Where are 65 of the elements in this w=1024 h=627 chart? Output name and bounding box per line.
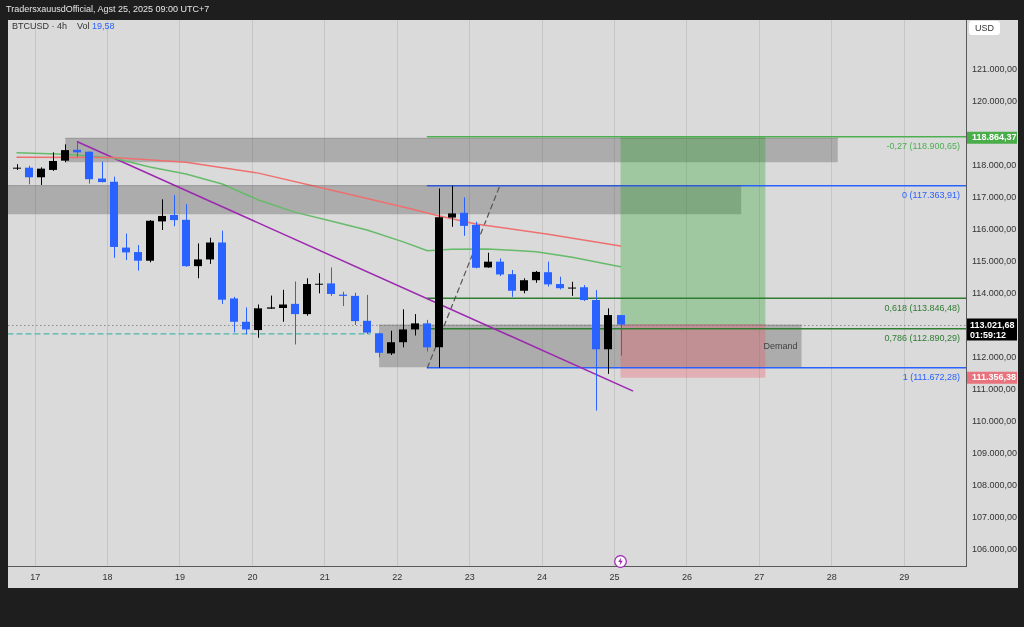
x-tick-label: 19 <box>174 571 185 582</box>
y-tick-label: 121.000,00 <box>972 64 1018 75</box>
x-tick-label: 17 <box>30 571 41 582</box>
candlestick <box>375 332 383 358</box>
x-tick-label: 26 <box>681 571 692 582</box>
candlestick <box>158 198 166 231</box>
candlestick <box>448 185 456 228</box>
x-tick-label: 27 <box>754 571 765 582</box>
y-tick-label: 111.000,00 <box>972 383 1016 394</box>
y-tick-label: 118.864,37 <box>972 132 1017 143</box>
series-label: 0 (117.363,91) <box>902 190 960 201</box>
x-tick-label: 25 <box>609 571 620 582</box>
candlestick <box>230 296 238 333</box>
series-label: 1 (111.672,28) <box>902 372 960 383</box>
candlestick <box>544 261 552 288</box>
candlestick <box>49 151 57 172</box>
candlestick <box>423 319 431 352</box>
y-tick-label: 112.000,00 <box>972 351 1017 362</box>
x-tick-label: 23 <box>464 571 475 582</box>
y-tick-label: 120.000,00 <box>972 96 1018 106</box>
y-tick-label: 116.000,00 <box>972 223 1017 234</box>
y-tick-label: 107.000,00 <box>972 511 1018 522</box>
candlestick <box>387 330 395 356</box>
x-tick-label: 21 <box>319 571 330 582</box>
candlestick <box>315 272 323 294</box>
candlestick <box>206 237 214 265</box>
series-label: 0,618 (113.846,48) <box>884 302 960 313</box>
candlestick <box>617 314 625 357</box>
y-tick-label: 117.000,00 <box>972 191 1017 202</box>
x-tick-label: 22 <box>392 571 403 582</box>
candlestick <box>399 308 407 348</box>
candlestick <box>291 280 299 345</box>
candlestick <box>134 244 142 272</box>
y-tick-label: 106.000,00 <box>972 543 1018 554</box>
candlestick <box>411 313 419 337</box>
y-tick-label: 109.000,00 <box>972 447 1018 458</box>
y-tick-label: 111.356,38 <box>972 372 1017 383</box>
annotation: Vol 19,58 <box>77 21 115 32</box>
x-tick-label: 18 <box>102 571 113 582</box>
x-tick-label: 24 <box>537 571 548 582</box>
chart-title: TradersxauusdOfficial, Agst 25, 2025 09:00 UTC+7 <box>6 4 210 15</box>
candlestick <box>170 194 178 227</box>
series-label: Demand <box>763 340 798 351</box>
x-tick-label: 28 <box>826 571 837 582</box>
candlestick <box>25 165 33 185</box>
candlestick <box>568 281 576 297</box>
candlestick <box>327 266 335 297</box>
candlestick <box>363 294 371 335</box>
y-tick-label: 108.000,00 <box>972 479 1018 490</box>
candlestick <box>194 242 202 279</box>
series-label: -0,27 (118.900,65) <box>886 141 960 152</box>
y-tick-label: 115.000,00 <box>972 255 1017 266</box>
y-tick-label: 110.000,00 <box>972 415 1017 426</box>
chart-subtitle: BTCUSD · 4h <box>12 21 68 32</box>
x-tick-label: 20 <box>247 571 258 582</box>
series-label: 0,786 (112.890,29) <box>884 333 960 344</box>
y-tick-label: 118.000,00 <box>972 159 1017 170</box>
candlestick <box>460 196 468 237</box>
y-axis-title: USD <box>975 22 995 33</box>
ref-line-label: 113.021,68 01:59:12 <box>970 319 1015 340</box>
y-tick-label: 114.000,00 <box>972 287 1017 298</box>
candlestick <box>508 269 516 298</box>
candlestick <box>254 304 262 339</box>
candlestick <box>242 306 250 335</box>
x-tick-label: 29 <box>899 571 910 582</box>
